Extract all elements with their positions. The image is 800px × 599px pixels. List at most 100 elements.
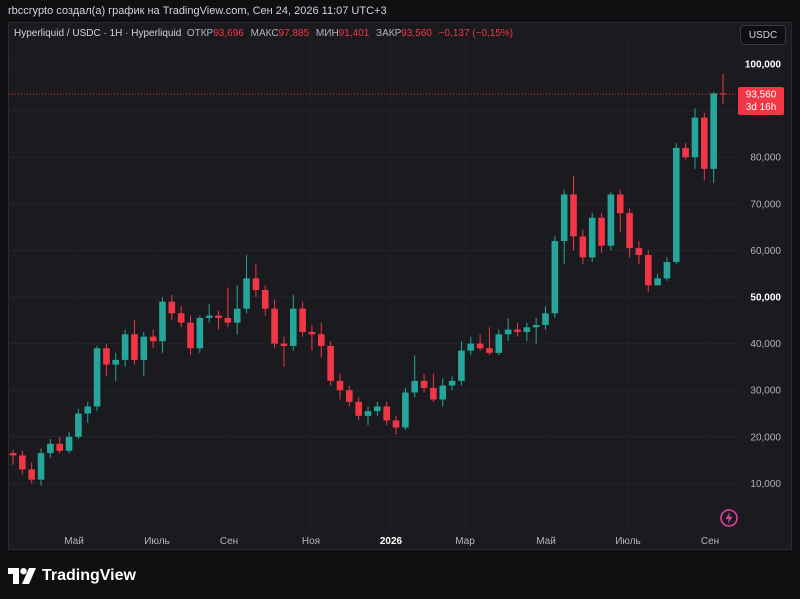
candle-body [570,194,577,237]
x-tick-label: Ноя [302,536,320,547]
x-tick-label: Июль [144,536,170,547]
candle [215,310,222,330]
candle-body [140,336,148,360]
ohlc-legend: Hyperliquid / USDC · 1H · Hyperliquid ОТ… [14,28,517,39]
candle-body [252,278,260,290]
candle [532,317,540,344]
open-label: ОТКР [186,28,214,39]
candle [9,449,17,465]
candle-body [476,343,484,349]
candle [317,322,325,358]
candle [159,296,166,353]
candle [65,432,73,454]
candle-body [84,406,92,414]
candle-body [317,334,325,346]
candle [644,250,652,293]
candle-body [65,436,73,451]
candle [607,192,615,251]
candle [719,73,727,105]
currency-button[interactable]: USDC [740,25,786,45]
candle [205,303,213,323]
y-tick-label: 70,000 [750,199,781,210]
candle-body [9,453,17,456]
x-tick-label: Май [536,536,556,547]
candle [28,462,35,484]
candle-body [327,345,334,381]
last-price-marker: 93,560 3d 16h [9,86,784,115]
candle [570,175,577,251]
candle [486,327,493,356]
candle [103,343,110,377]
candle [448,376,456,391]
candle [56,436,64,454]
candle-body [233,308,241,323]
chart-panel[interactable] [8,22,792,550]
chart-credit: rbccrypto создал(а) график на TradingVie… [8,5,387,17]
candle [84,401,92,423]
x-tick-label: Май [64,536,84,547]
candle-body [299,308,306,332]
change-value: −0,137 (−0,15%) [438,28,514,39]
candle-body [635,248,643,256]
candle [271,299,278,349]
high-label: МАКС [250,28,279,39]
candle-body [364,411,372,416]
candle-body [504,329,512,335]
candle-body [551,241,559,314]
candle-body [644,255,652,286]
candle [19,450,26,475]
candle [196,315,204,353]
candle-body [47,443,54,454]
candle-body [392,420,400,428]
y-tick-label: 100,000 [745,59,782,70]
tradingview-logo-icon [8,568,36,584]
candle-body [672,147,680,263]
candle-body [336,380,344,391]
candle [374,401,381,416]
candle-body [103,348,110,365]
candle-body [196,317,204,349]
candle [626,208,633,258]
candle-body [420,380,428,388]
candle [411,355,419,398]
candle [75,408,82,440]
candle [467,336,475,356]
candle [682,143,689,160]
x-tick-label: Мар [455,536,475,547]
candle [439,378,447,407]
candle [710,91,717,183]
candle [47,439,54,458]
candle-body [598,217,605,246]
candle-body [149,336,157,342]
candle [252,264,260,297]
flash-icon[interactable] [719,508,739,528]
candle-body [308,331,316,335]
candle [243,255,250,314]
candle [663,257,671,281]
last-price-tag [738,86,784,115]
candle [168,294,176,321]
candle-body [177,313,185,323]
candle-body [411,380,419,393]
candle [514,322,521,337]
candle-body [187,322,194,349]
candle-body [289,308,297,346]
candle-body [159,301,166,342]
candle-body [467,343,475,351]
candle [233,285,241,335]
candle [327,341,334,386]
candle-body [542,313,549,325]
open-value: 93,696 [213,28,244,39]
last-price-value: 93,560 [746,89,777,100]
candle [654,273,661,286]
candle-body [56,443,64,451]
close-value: 93,560 [401,28,432,39]
candle-body [663,262,671,279]
candle [402,387,409,430]
x-tick-label: Сен [701,536,719,547]
candle-body [215,315,222,318]
candle-body [383,406,390,421]
candle-body [532,324,540,328]
candle [299,301,306,337]
